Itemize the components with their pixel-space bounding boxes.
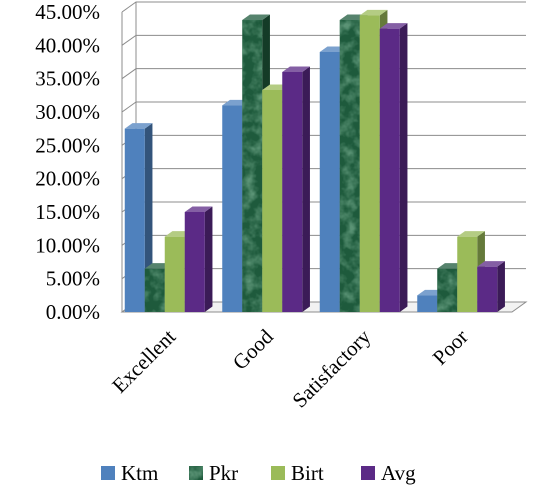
bar-front: [457, 236, 478, 312]
bar-side: [497, 261, 505, 312]
bar-texture: [437, 268, 458, 312]
bar-front: [282, 72, 303, 312]
y-tick-label: 30.00%: [35, 100, 100, 124]
bar-front: [262, 90, 283, 312]
y-tick-label: 5.00%: [46, 267, 100, 291]
bar-top: [282, 66, 310, 72]
bar-side: [204, 206, 213, 312]
bar: [437, 263, 465, 312]
bar: [282, 66, 310, 312]
legend-item: Ktm: [101, 461, 158, 485]
bar-front: [359, 15, 380, 312]
legend-item: Avg: [361, 461, 416, 485]
legend: Ktm Pkr Birt Avg: [101, 461, 416, 485]
legend-label: Ktm: [121, 461, 158, 485]
bar-texture: [242, 20, 263, 312]
legend-label: Birt: [291, 461, 324, 485]
y-tick-label: 45.00%: [35, 0, 100, 24]
bar-front: [222, 105, 243, 312]
bars: [124, 9, 505, 313]
bar-top: [359, 9, 388, 16]
bar-front: [477, 266, 498, 312]
bar-front: [184, 212, 205, 312]
bar-top: [379, 23, 408, 29]
bar-front: [379, 28, 400, 313]
bar-top: [477, 261, 505, 267]
legend-swatch-texture: [189, 466, 203, 480]
bar-top: [184, 206, 213, 212]
y-tick-label: 20.00%: [35, 167, 100, 191]
bar-top: [242, 14, 270, 20]
bar-side: [302, 66, 310, 312]
legend-item: Birt: [271, 461, 324, 485]
y-axis-tick-labels: 0.00% 5.00% 10.00% 15.00% 20.00% 25.00% 30.00%…: [35, 0, 100, 324]
bar: [379, 23, 408, 313]
y-tick-label: 35.00%: [35, 67, 100, 91]
bar-front: [124, 128, 145, 312]
bar-top: [457, 231, 485, 237]
y-tick-label: 25.00%: [35, 133, 100, 157]
bar-front: [319, 52, 340, 312]
bar-side: [399, 23, 408, 313]
x-axis-category-labels: Excellent Good Satisfactory Poor: [107, 324, 473, 412]
bar: [184, 206, 213, 312]
bar-front: [164, 236, 185, 312]
y-tick-label: 40.00%: [35, 33, 100, 57]
x-tick-label: Poor: [428, 325, 473, 370]
gridline: [121, 1, 526, 13]
legend-item: Pkr: [189, 461, 238, 485]
legend-label: Pkr: [209, 461, 238, 485]
x-tick-label: Satisfactory: [287, 324, 375, 412]
y-tick-label: 10.00%: [35, 233, 100, 257]
y-tick-label: 0.00%: [46, 300, 100, 324]
x-tick-label: Good: [228, 324, 278, 374]
bar-top: [124, 123, 153, 129]
legend-swatch: [271, 466, 285, 480]
x-tick-label: Excellent: [107, 324, 180, 397]
legend-swatch: [101, 466, 115, 480]
bar-texture: [144, 268, 165, 312]
legend-label: Avg: [381, 461, 416, 485]
y-tick-label: 15.00%: [35, 200, 100, 224]
legend-swatch: [361, 466, 375, 480]
gridline: [121, 34, 526, 46]
bar: [477, 261, 505, 312]
bar-front: [417, 295, 438, 312]
bar-texture: [339, 20, 360, 312]
